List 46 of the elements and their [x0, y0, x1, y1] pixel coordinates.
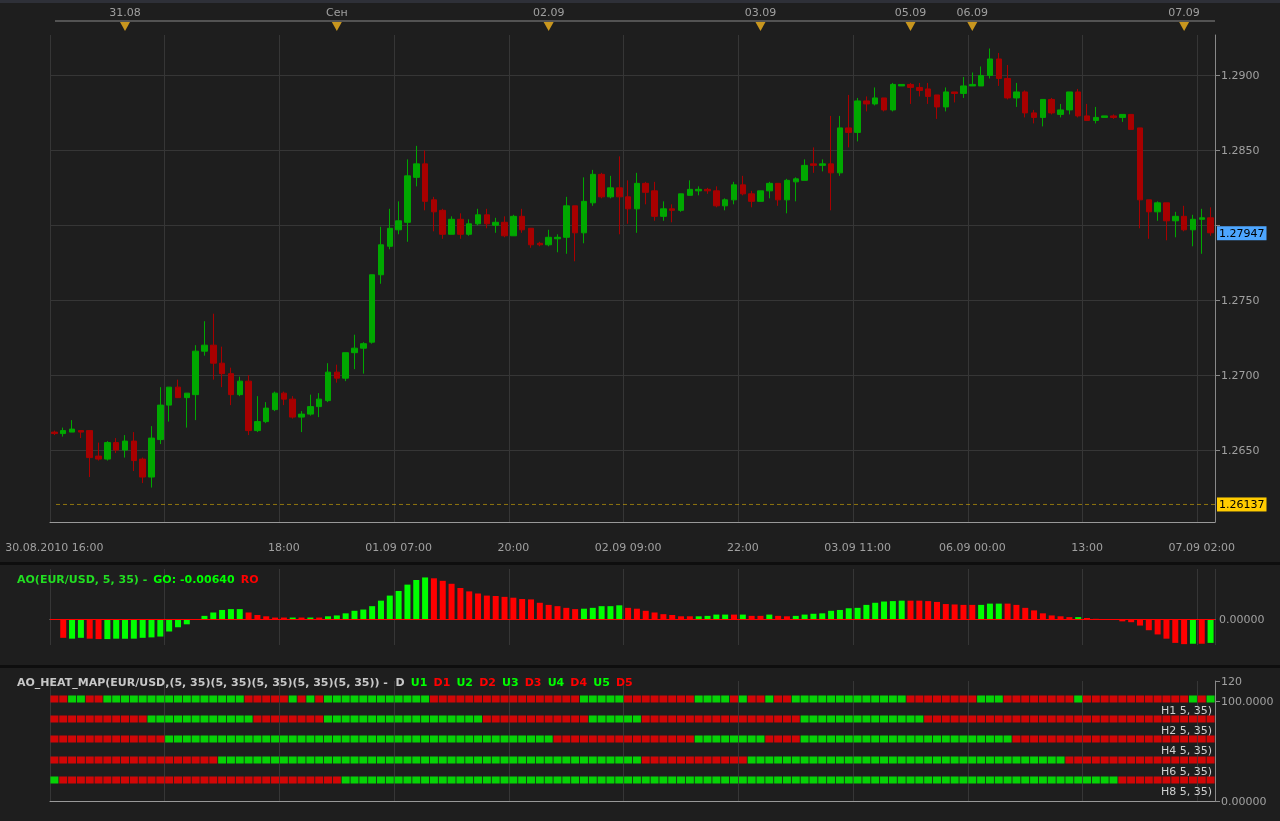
series-label: H1 5, 35) — [1160, 703, 1212, 717]
text: 31.08 — [109, 5, 141, 19]
y-tick-label: 1.2750 — [1221, 293, 1260, 307]
annotation: D3 — [524, 676, 542, 689]
x-tick-label: 01.09 07:00 — [365, 541, 432, 554]
text: 07.09 — [1168, 5, 1200, 19]
x-tick-label: 03.09 11:00 — [824, 541, 891, 554]
series-label: H2 5, 35) — [1160, 723, 1212, 737]
annotation: D2 — [479, 676, 496, 689]
series-label: H6 5, 35) — [1160, 764, 1212, 778]
annotation: D4 — [570, 676, 588, 689]
text: 1.27947 — [1219, 226, 1265, 240]
annotation: U1 — [410, 676, 428, 689]
y-tick-label: 1.2700 — [1221, 368, 1260, 382]
annotation: D5 — [615, 676, 633, 689]
y-tick-label: 100.0000 — [1221, 694, 1274, 708]
annotation: U4 — [547, 676, 565, 689]
chart-title: AO_HEAT_MAP(EUR/USD,(5, 35)(5, 35)(5, 35)(5, 35)(5, 35)) - D — [17, 676, 405, 689]
series-label: H8 5, 35) — [1160, 784, 1212, 798]
text: RO — [240, 573, 259, 586]
y-tick-label: 1.2850 — [1221, 143, 1260, 157]
x-tick-label: 20:00 — [497, 541, 530, 554]
y-tick-label: 1.2900 — [1221, 68, 1260, 82]
x-tick-label: 02.09 09:00 — [594, 541, 662, 554]
x-tick-label: 22:00 — [726, 541, 759, 554]
chart-title: AO(EUR/USD, 5, 35) - — [17, 573, 148, 586]
text: GO: -0.00640 — [153, 573, 235, 586]
x-tick-label: 07.09 02:00 — [1168, 541, 1236, 554]
text: Сен — [326, 5, 348, 19]
y-tick-label: 1.2650 — [1221, 443, 1260, 457]
y-tick-label: 120 — [1221, 674, 1242, 688]
series-label: H4 5, 35) — [1160, 743, 1212, 757]
x-tick-label: 06.09 00:00 — [938, 541, 1006, 554]
text: 03.09 — [744, 5, 777, 19]
text: 05.09 — [894, 5, 927, 19]
x-tick-label: 18:00 — [268, 541, 300, 554]
y-tick-label: 0.00000 — [1221, 794, 1267, 808]
annotation: D1 — [433, 676, 451, 689]
annotation: U5 — [593, 676, 610, 689]
annotation: U2 — [456, 676, 474, 689]
annotation: U3 — [502, 676, 519, 689]
x-tick-label: 13:00 — [1071, 541, 1103, 554]
ref-line-label: 1.26137 — [1219, 497, 1265, 511]
x-tick-label: 30.08.2010 16:00 — [5, 541, 104, 554]
text: 06.09 — [956, 5, 989, 19]
text: 02.09 — [532, 5, 565, 19]
